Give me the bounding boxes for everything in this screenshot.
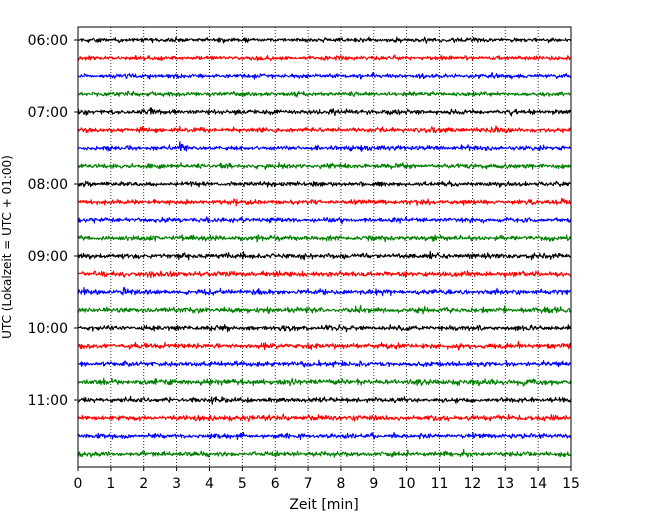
- trace-0600: [77, 36, 572, 44]
- trace-0845: [77, 234, 572, 243]
- plot-frame: [77, 26, 572, 468]
- trace-0915: [77, 270, 572, 279]
- x-tick-label: 9: [369, 476, 378, 492]
- trace-1100: [77, 395, 572, 405]
- trace-1115: [77, 413, 572, 423]
- y-tick-label: 09:00: [28, 249, 68, 265]
- x-axis-ticks: 0 1 2 3 4 5 6 7 8 9 10 11 12 13 14 15: [74, 467, 580, 492]
- y-tick-label: 08:00: [28, 177, 68, 193]
- x-tick-label: 8: [336, 476, 345, 492]
- trace-1000: [77, 323, 572, 333]
- trace-1130: [77, 431, 572, 440]
- trace-0745: [77, 161, 572, 171]
- y-axis-label: UTC (Lokalzeit = UTC + 01:00): [0, 155, 14, 339]
- trace-0615: [77, 54, 572, 62]
- x-tick-label: 7: [304, 476, 313, 492]
- trace-0815: [77, 198, 572, 207]
- trace-0900: [77, 250, 572, 261]
- x-tick-label: 12: [463, 476, 481, 492]
- trace-0830: [77, 216, 572, 225]
- x-tick-label: 2: [139, 476, 148, 492]
- x-tick-label: 13: [496, 476, 514, 492]
- x-axis-label: Zeit [min]: [289, 497, 358, 513]
- trace-0700: [77, 107, 572, 117]
- trace-0930: [77, 286, 572, 297]
- x-tick-label: 10: [398, 476, 416, 492]
- x-tick-label: 14: [529, 476, 547, 492]
- x-tick-label: 6: [271, 476, 280, 492]
- trace-1030: [77, 359, 572, 368]
- y-tick-label: 10:00: [28, 321, 68, 337]
- trace-1145: [77, 448, 572, 458]
- trace-0715: [77, 125, 572, 134]
- trace-0800: [77, 180, 572, 188]
- trace-0645: [77, 90, 572, 98]
- y-tick-label: 07:00: [28, 105, 68, 121]
- y-tick-label: 11:00: [28, 393, 68, 409]
- x-tick-label: 1: [106, 476, 115, 492]
- x-tick-label: 0: [74, 476, 83, 492]
- trace-0945: [77, 304, 572, 315]
- x-tick-label: 11: [431, 476, 449, 492]
- x-tick-label: 15: [562, 476, 580, 492]
- trace-0630: [77, 71, 572, 80]
- x-tick-label: 4: [205, 476, 214, 492]
- y-axis-ticks: 06:00 07:00 08:00 09:00 10:00 11:00: [28, 33, 78, 409]
- seismic-traces: [77, 36, 572, 458]
- trace-0730: [77, 140, 572, 153]
- y-tick-label: 06:00: [28, 33, 68, 49]
- x-tick-label: 5: [238, 476, 247, 492]
- trace-1045: [77, 377, 572, 387]
- x-tick-label: 3: [172, 476, 181, 492]
- trace-1015: [77, 340, 572, 351]
